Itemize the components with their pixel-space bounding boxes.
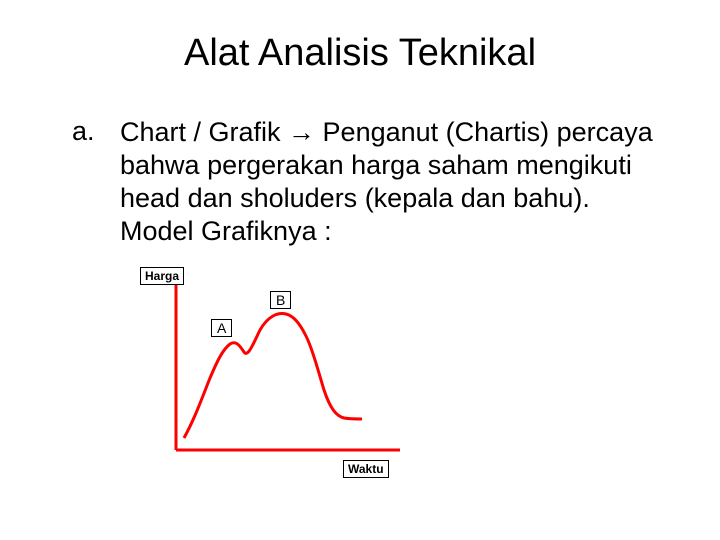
peak-label-a: A xyxy=(211,319,232,337)
list-marker: a. xyxy=(72,116,95,147)
x-axis-label: Waktu xyxy=(343,460,389,478)
peak-label-b: B xyxy=(270,291,291,309)
body-text: Chart / Grafik → Penganut (Chartis) perc… xyxy=(120,116,660,248)
page-title: Alat Analisis Teknikal xyxy=(0,32,720,75)
head-shoulders-chart: Harga Waktu A B xyxy=(140,268,440,488)
y-axis-label: Harga xyxy=(140,267,184,285)
